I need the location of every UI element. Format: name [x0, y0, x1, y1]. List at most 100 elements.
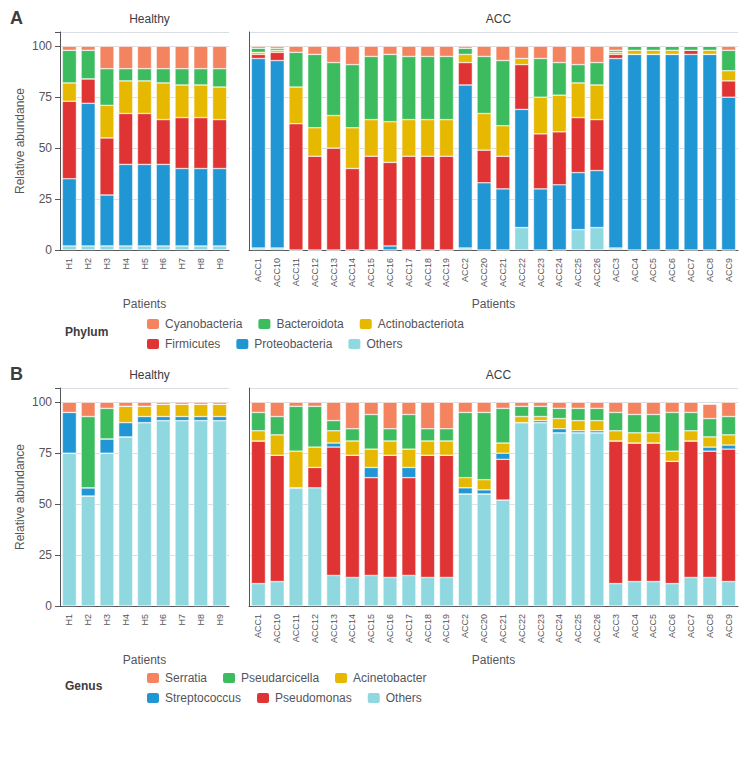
svg-text:ACC5: ACC5	[648, 258, 658, 282]
svg-text:75: 75	[39, 90, 53, 104]
svg-text:H9: H9	[215, 258, 225, 270]
svg-text:Cyanobacteria: Cyanobacteria	[165, 317, 243, 331]
svg-text:ACC4: ACC4	[630, 614, 640, 638]
svg-text:H4: H4	[121, 614, 131, 626]
svg-text:ACC20: ACC20	[479, 258, 489, 287]
svg-text:H8: H8	[196, 258, 206, 270]
svg-text:ACC15: ACC15	[366, 258, 376, 287]
svg-text:Patients: Patients	[472, 297, 515, 311]
svg-text:Relative abundance: Relative abundance	[13, 444, 27, 550]
svg-text:25: 25	[39, 192, 53, 206]
svg-text:ACC: ACC	[486, 368, 512, 382]
svg-text:ACC10: ACC10	[272, 614, 282, 643]
svg-text:ACC4: ACC4	[630, 258, 640, 282]
svg-text:H9: H9	[215, 614, 225, 626]
svg-text:ACC13: ACC13	[329, 614, 339, 643]
svg-text:Others: Others	[366, 337, 402, 351]
svg-text:ACC23: ACC23	[536, 614, 546, 643]
svg-text:ACC3: ACC3	[611, 614, 621, 638]
svg-text:ACC11: ACC11	[291, 614, 301, 642]
svg-text:ACC19: ACC19	[441, 614, 451, 643]
svg-text:ACC16: ACC16	[385, 258, 395, 287]
svg-text:ACC22: ACC22	[517, 258, 527, 287]
svg-text:Proteobacteria: Proteobacteria	[254, 337, 332, 351]
svg-text:A: A	[10, 8, 23, 28]
svg-text:ACC9: ACC9	[724, 258, 734, 282]
svg-text:ACC21: ACC21	[498, 614, 508, 643]
svg-text:H1: H1	[64, 614, 74, 626]
svg-text:ACC19: ACC19	[441, 258, 451, 287]
svg-text:H2: H2	[83, 258, 93, 270]
svg-text:ACC26: ACC26	[592, 614, 602, 643]
svg-text:ACC12: ACC12	[310, 258, 320, 287]
svg-text:Bacteroidota: Bacteroidota	[276, 317, 344, 331]
svg-text:Others: Others	[386, 691, 422, 705]
svg-text:ACC14: ACC14	[347, 258, 357, 287]
svg-text:ACC8: ACC8	[705, 258, 715, 282]
svg-text:100: 100	[32, 395, 52, 409]
svg-text:ACC18: ACC18	[423, 258, 433, 287]
svg-text:Acinetobacter: Acinetobacter	[353, 671, 426, 685]
svg-text:ACC23: ACC23	[536, 258, 546, 287]
svg-text:0: 0	[45, 243, 52, 257]
svg-text:ACC24: ACC24	[554, 614, 564, 643]
svg-text:Relative abundance: Relative abundance	[13, 88, 27, 194]
svg-text:H5: H5	[140, 614, 150, 626]
svg-text:Actinobacteriota: Actinobacteriota	[378, 317, 464, 331]
svg-text:ACC21: ACC21	[498, 258, 508, 287]
svg-text:ACC26: ACC26	[592, 258, 602, 287]
svg-text:Streptococcus: Streptococcus	[165, 691, 241, 705]
svg-text:Patients: Patients	[472, 653, 515, 667]
svg-text:H1: H1	[64, 258, 74, 270]
svg-text:Pseudomonas: Pseudomonas	[275, 691, 352, 705]
svg-text:ACC1: ACC1	[253, 258, 263, 282]
svg-text:Genus: Genus	[65, 679, 103, 693]
svg-text:ACC9: ACC9	[724, 614, 734, 638]
svg-text:Healthy: Healthy	[129, 12, 170, 26]
svg-text:0: 0	[45, 599, 52, 613]
svg-text:Phylum: Phylum	[65, 325, 108, 339]
svg-text:ACC25: ACC25	[573, 614, 583, 643]
svg-text:H8: H8	[196, 614, 206, 626]
svg-text:ACC5: ACC5	[648, 614, 658, 638]
svg-text:H7: H7	[177, 614, 187, 626]
svg-text:H3: H3	[102, 614, 112, 626]
svg-text:ACC17: ACC17	[404, 614, 414, 643]
svg-text:100: 100	[32, 39, 52, 53]
svg-text:ACC13: ACC13	[329, 258, 339, 287]
svg-text:Patients: Patients	[123, 297, 166, 311]
svg-text:ACC17: ACC17	[404, 258, 414, 287]
svg-text:H6: H6	[158, 614, 168, 626]
svg-text:ACC25: ACC25	[573, 258, 583, 287]
svg-text:B: B	[10, 364, 23, 384]
svg-text:ACC22: ACC22	[517, 614, 527, 643]
svg-text:Pseudarcicella: Pseudarcicella	[241, 671, 319, 685]
svg-text:H7: H7	[177, 258, 187, 270]
svg-text:ACC7: ACC7	[686, 258, 696, 282]
svg-text:H3: H3	[102, 258, 112, 270]
svg-text:ACC3: ACC3	[611, 258, 621, 282]
svg-text:H6: H6	[158, 258, 168, 270]
svg-text:25: 25	[39, 548, 53, 562]
svg-text:ACC6: ACC6	[667, 258, 677, 282]
svg-text:Serratia: Serratia	[165, 671, 207, 685]
svg-text:Healthy: Healthy	[129, 368, 170, 382]
svg-text:ACC20: ACC20	[479, 614, 489, 643]
svg-text:ACC14: ACC14	[347, 614, 357, 643]
svg-text:50: 50	[39, 141, 53, 155]
svg-text:ACC10: ACC10	[272, 258, 282, 287]
svg-text:H4: H4	[121, 258, 131, 270]
svg-text:ACC6: ACC6	[667, 614, 677, 638]
svg-text:ACC1: ACC1	[253, 614, 263, 638]
svg-text:H2: H2	[83, 614, 93, 626]
svg-text:ACC15: ACC15	[366, 614, 376, 643]
svg-text:ACC: ACC	[486, 12, 512, 26]
svg-text:75: 75	[39, 446, 53, 460]
svg-text:ACC2: ACC2	[460, 614, 470, 638]
svg-text:Patients: Patients	[123, 653, 166, 667]
svg-text:ACC7: ACC7	[686, 614, 696, 638]
svg-text:50: 50	[39, 497, 53, 511]
svg-text:Firmicutes: Firmicutes	[165, 337, 220, 351]
svg-text:ACC18: ACC18	[423, 614, 433, 643]
svg-text:ACC16: ACC16	[385, 614, 395, 643]
